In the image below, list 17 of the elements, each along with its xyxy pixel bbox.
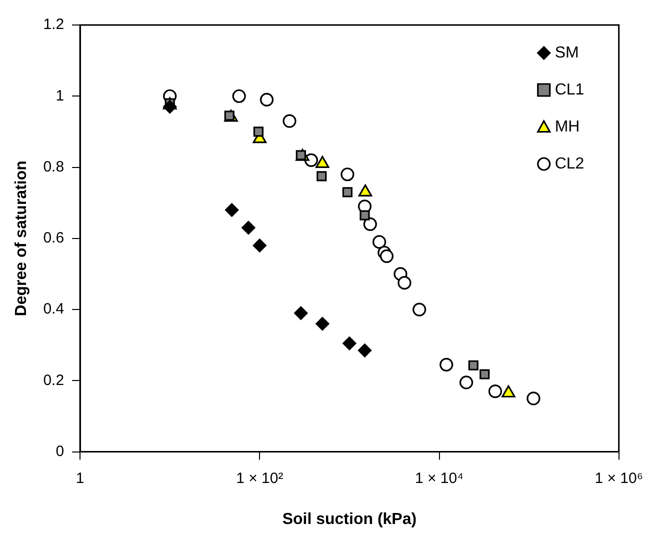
legend-label: MH: [554, 118, 580, 136]
y-tick-label: 1: [56, 87, 64, 104]
legend-label: SM: [554, 44, 579, 62]
y-axis-title: Degree of saturation: [13, 160, 30, 316]
y-tick-label: 0.8: [43, 158, 64, 176]
x-tick-label: 1 × 10⁴: [414, 470, 464, 487]
x-tick-label: 1 × 10⁶: [594, 470, 643, 487]
x-axis-title: Soil suction (kPa): [282, 510, 417, 528]
y-tick-label: 0.6: [43, 230, 64, 247]
y-tick-label: 1.2: [43, 16, 64, 34]
x-tick-label: 1 × 10²: [236, 470, 284, 487]
x-tick-label: 1: [76, 470, 84, 487]
legend-label: CL2: [554, 155, 584, 172]
y-tick-label: 0.4: [43, 300, 64, 318]
y-tick-label: 0: [56, 442, 64, 460]
y-tick-label: 0.2: [43, 372, 64, 389]
legend-label: CL1: [554, 81, 584, 98]
